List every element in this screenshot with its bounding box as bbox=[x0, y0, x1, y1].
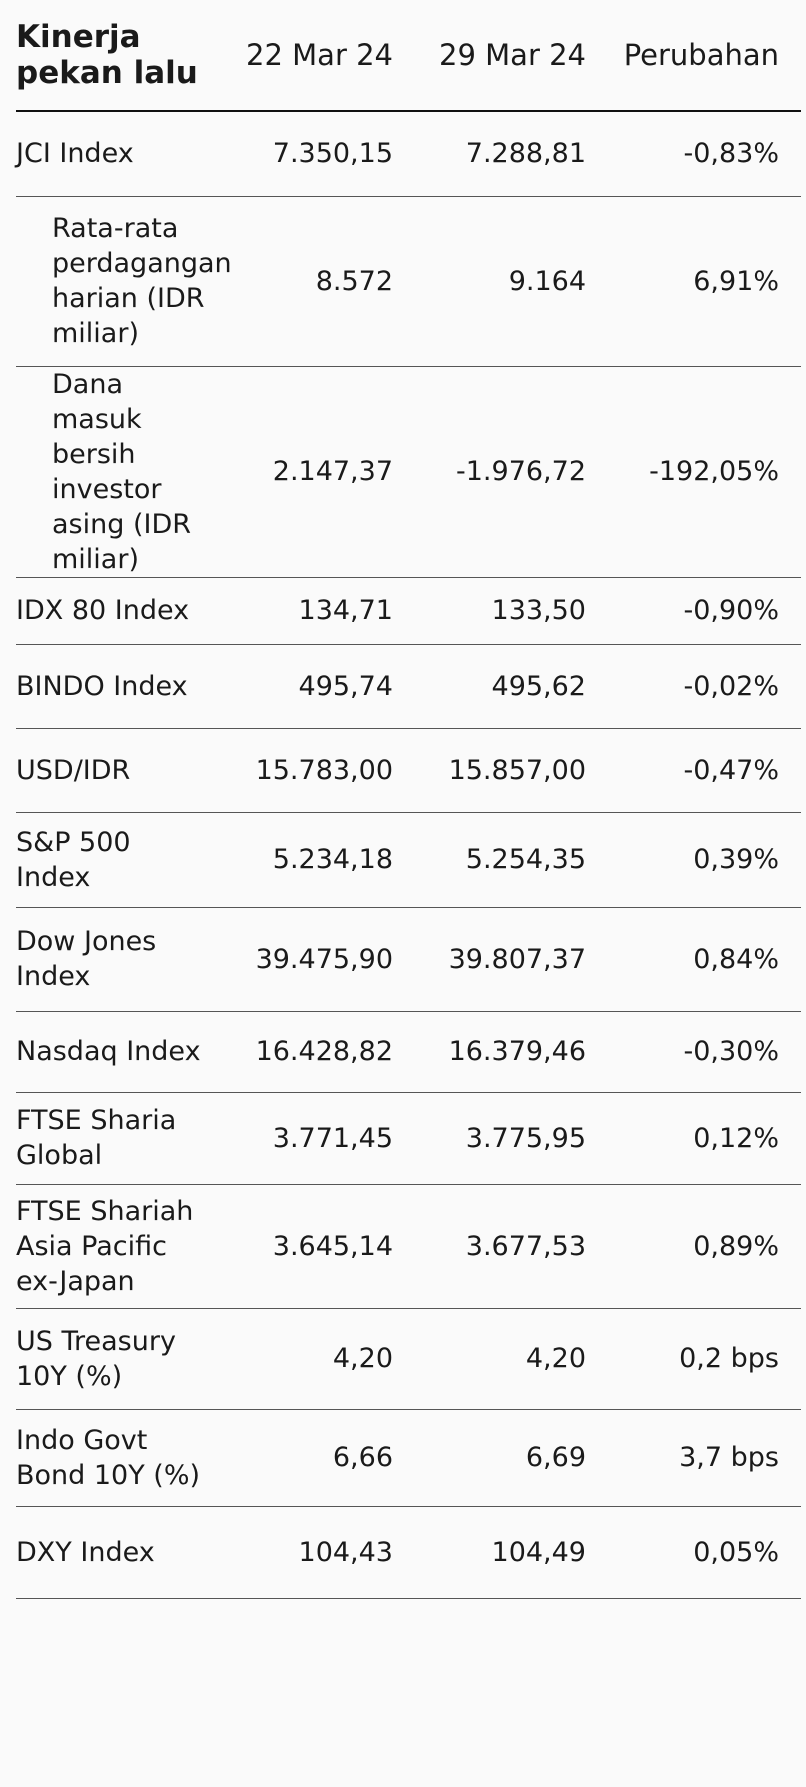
row-value-2: 39.807,37 bbox=[415, 907, 608, 1012]
table-row: BINDO Index 495,74 495,62 -0,02% bbox=[16, 644, 801, 729]
row-value-2: 4,20 bbox=[415, 1308, 608, 1410]
row-label: Dana masuk bersih investor asing (IDR mi… bbox=[16, 366, 221, 578]
row-change: 0,12% bbox=[608, 1092, 801, 1185]
row-value-1: 134,71 bbox=[221, 577, 415, 645]
row-change: 0,84% bbox=[608, 907, 801, 1012]
row-label: US Treasury 10Y (%) bbox=[16, 1308, 221, 1410]
table-row: IDX 80 Index 134,71 133,50 -0,90% bbox=[16, 577, 801, 645]
table-title: Kinerja pekan lalu bbox=[16, 0, 221, 112]
row-change: 0,2 bps bbox=[608, 1308, 801, 1410]
row-label: IDX 80 Index bbox=[16, 577, 221, 645]
table-row: US Treasury 10Y (%) 4,20 4,20 0,2 bps bbox=[16, 1308, 801, 1410]
row-value-1: 3.645,14 bbox=[221, 1184, 415, 1309]
table-row: Nasdaq Index 16.428,82 16.379,46 -0,30% bbox=[16, 1011, 801, 1093]
header-row: Kinerja pekan lalu 22 Mar 24 29 Mar 24 P… bbox=[16, 0, 801, 112]
table-body: JCI Index 7.350,15 7.288,81 -0,83% Rata-… bbox=[16, 111, 801, 1599]
row-value-2: 9.164 bbox=[415, 196, 608, 367]
table-row: S&P 500 Index 5.234,18 5.254,35 0,39% bbox=[16, 812, 801, 908]
row-value-2: 7.288,81 bbox=[415, 111, 608, 197]
header-date-1: 22 Mar 24 bbox=[221, 0, 415, 112]
row-value-2: 3.677,53 bbox=[415, 1184, 608, 1309]
row-label: Indo Govt Bond 10Y (%) bbox=[16, 1409, 221, 1507]
row-value-2: 495,62 bbox=[415, 644, 608, 729]
table-row: USD/IDR 15.783,00 15.857,00 -0,47% bbox=[16, 728, 801, 813]
table-row: FTSE Sharia Global 3.771,45 3.775,95 0,1… bbox=[16, 1092, 801, 1185]
row-value-1: 5.234,18 bbox=[221, 812, 415, 908]
row-change: -0,90% bbox=[608, 577, 801, 645]
row-value-1: 495,74 bbox=[221, 644, 415, 729]
row-change: 6,91% bbox=[608, 196, 801, 367]
row-value-1: 8.572 bbox=[221, 196, 415, 367]
row-change: -0,30% bbox=[608, 1011, 801, 1093]
row-value-1: 3.771,45 bbox=[221, 1092, 415, 1185]
row-change: -0,02% bbox=[608, 644, 801, 729]
table-row: Indo Govt Bond 10Y (%) 6,66 6,69 3,7 bps bbox=[16, 1409, 801, 1507]
table-header: Kinerja pekan lalu 22 Mar 24 29 Mar 24 P… bbox=[16, 0, 801, 112]
row-change: 0,05% bbox=[608, 1506, 801, 1599]
row-value-1: 4,20 bbox=[221, 1308, 415, 1410]
header-date-2: 29 Mar 24 bbox=[415, 0, 608, 112]
row-change: 0,89% bbox=[608, 1184, 801, 1309]
row-change: -192,05% bbox=[608, 366, 801, 578]
table-row: DXY Index 104,43 104,49 0,05% bbox=[16, 1506, 801, 1599]
row-value-2: 5.254,35 bbox=[415, 812, 608, 908]
row-value-2: 104,49 bbox=[415, 1506, 608, 1599]
row-value-2: 133,50 bbox=[415, 577, 608, 645]
row-value-1: 6,66 bbox=[221, 1409, 415, 1507]
table-row: Rata-rata perdagangan harian (IDR miliar… bbox=[16, 196, 801, 367]
row-value-2: 6,69 bbox=[415, 1409, 608, 1507]
row-value-1: 104,43 bbox=[221, 1506, 415, 1599]
row-change: -0,47% bbox=[608, 728, 801, 813]
row-label: DXY Index bbox=[16, 1506, 221, 1599]
row-label: FTSE Sharia Global bbox=[16, 1092, 221, 1185]
row-label: JCI Index bbox=[16, 111, 221, 197]
row-value-1: 39.475,90 bbox=[221, 907, 415, 1012]
row-label: Nasdaq Index bbox=[16, 1011, 221, 1093]
row-label: BINDO Index bbox=[16, 644, 221, 729]
row-value-2: 16.379,46 bbox=[415, 1011, 608, 1093]
row-value-1: 15.783,00 bbox=[221, 728, 415, 813]
table-row: JCI Index 7.350,15 7.288,81 -0,83% bbox=[16, 111, 801, 197]
table-row: FTSE Shariah Asia Pacific ex-Japan 3.645… bbox=[16, 1184, 801, 1309]
row-change: -0,83% bbox=[608, 111, 801, 197]
row-value-1: 2.147,37 bbox=[221, 366, 415, 578]
table-row: Dana masuk bersih investor asing (IDR mi… bbox=[16, 366, 801, 578]
row-change: 3,7 bps bbox=[608, 1409, 801, 1507]
row-value-1: 16.428,82 bbox=[221, 1011, 415, 1093]
weekly-performance-table: Kinerja pekan lalu 22 Mar 24 29 Mar 24 P… bbox=[16, 0, 801, 1599]
row-label: USD/IDR bbox=[16, 728, 221, 813]
row-label: FTSE Shariah Asia Pacific ex-Japan bbox=[16, 1184, 221, 1309]
row-value-2: -1.976,72 bbox=[415, 366, 608, 578]
row-value-2: 15.857,00 bbox=[415, 728, 608, 813]
table-row: Dow Jones Index 39.475,90 39.807,37 0,84… bbox=[16, 907, 801, 1012]
row-value-2: 3.775,95 bbox=[415, 1092, 608, 1185]
row-value-1: 7.350,15 bbox=[221, 111, 415, 197]
header-change: Perubahan bbox=[608, 0, 801, 112]
row-change: 0,39% bbox=[608, 812, 801, 908]
row-label: Rata-rata perdagangan harian (IDR miliar… bbox=[16, 196, 232, 367]
row-label: Dow Jones Index bbox=[16, 907, 221, 1012]
row-label: S&P 500 Index bbox=[16, 812, 221, 908]
